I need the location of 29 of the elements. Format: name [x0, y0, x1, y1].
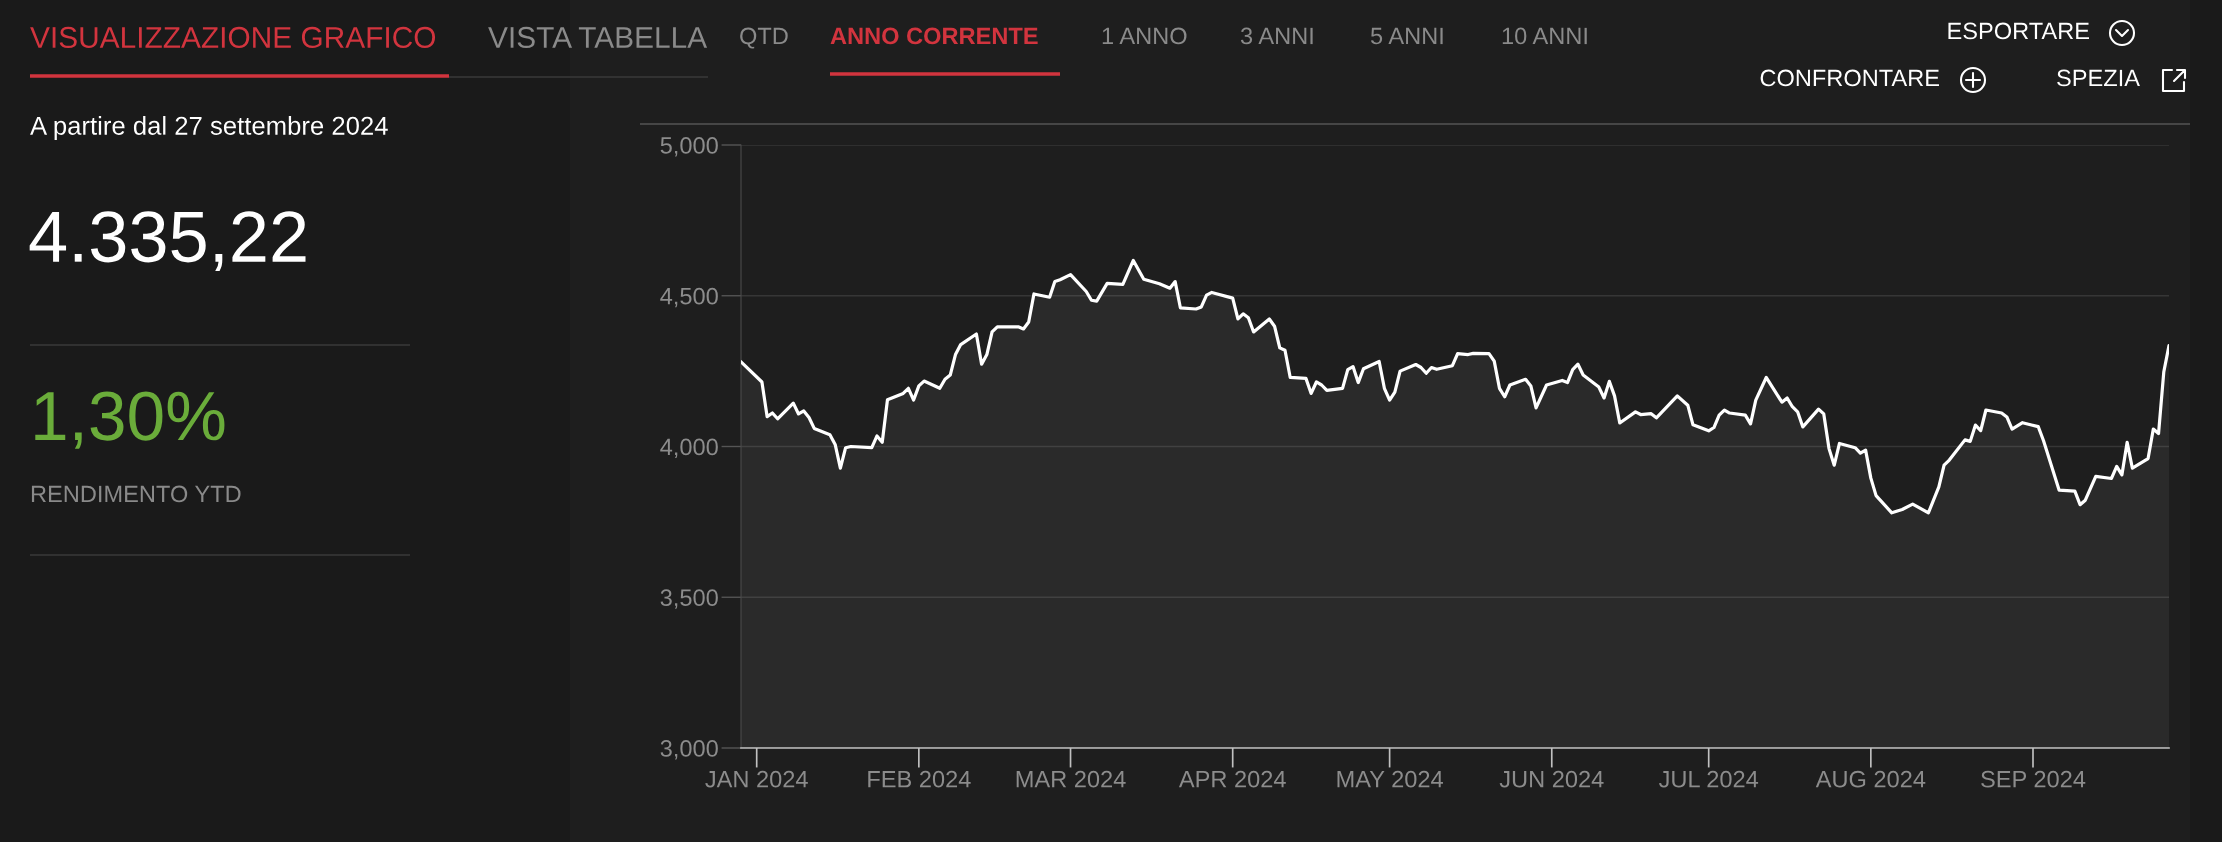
text: 5 ANNI — [1370, 27, 1443, 45]
text: QTD — [740, 27, 788, 49]
text: ESPORTARE — [1948, 22, 2089, 40]
y-tick-label: 4,000 — [660, 438, 718, 459]
x-tick-label: JUL 2024 — [1658, 770, 1759, 788]
x-tick-label: JUN 2024 — [1499, 770, 1604, 788]
text: SPEZIA — [2057, 69, 2140, 87]
x-tick-label: SEP 2024 — [1981, 770, 2086, 788]
y-tick-label: 3,500 — [660, 589, 718, 609]
text: RENDIMENTO YTD — [31, 485, 241, 503]
x-tick-label: AUG 2024 — [1815, 770, 1926, 788]
x-tick-label: MAY 2024 — [1337, 770, 1443, 788]
x-tick-label: FEB 2024 — [868, 770, 971, 788]
text: 1,30% — [35, 391, 225, 449]
text: CONFRONTARE — [1760, 69, 1939, 87]
text: 10 ANNI — [1502, 27, 1587, 45]
y-tick-label: 3,000 — [660, 740, 718, 760]
text: A partire dal 27 settembre 2024 — [30, 116, 388, 140]
x-tick-label: JAN 2024 — [705, 770, 808, 788]
text: VISTA TABELLA — [488, 26, 708, 49]
text: ANNO CORRENTE — [830, 27, 1038, 45]
text: 4.335,22 — [29, 211, 306, 271]
text: VISUALIZZAZIONE GRAFICO — [30, 26, 436, 49]
x-tick-label: MAR 2024 — [1016, 770, 1126, 788]
y-tick-label: 5,000 — [660, 137, 718, 157]
text: 3 ANNI — [1240, 27, 1313, 45]
y-tick-label: 4,500 — [660, 287, 718, 308]
x-tick-label: APR 2024 — [1178, 770, 1286, 788]
text: 1 ANNO — [1102, 27, 1187, 45]
